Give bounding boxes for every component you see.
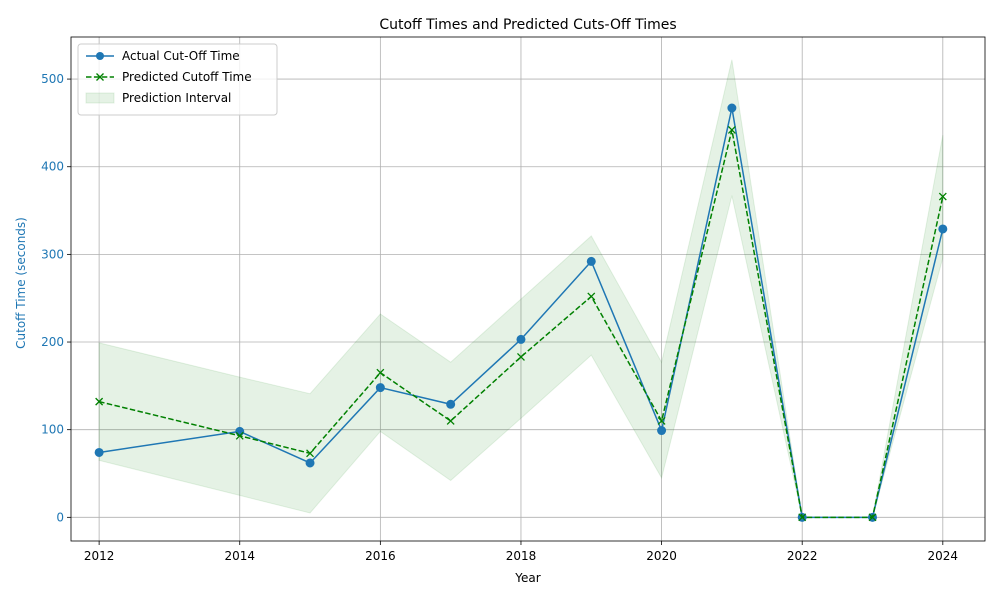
x-tick-label: 2018 [506, 549, 537, 563]
legend-box [77, 43, 278, 116]
actual-cutoff-point [657, 426, 667, 436]
prediction-interval-band [98, 59, 944, 518]
x-marker-stroke [517, 352, 525, 361]
x-tick-label: 2024 [928, 549, 959, 563]
series [94, 103, 948, 522]
predicted-cutoff-point [868, 513, 877, 522]
actual-cutoff-point [375, 383, 385, 393]
predicted-cutoff-point [446, 416, 455, 425]
y-tick-label: 300 [41, 247, 64, 261]
predicted-cutoff-point [657, 416, 666, 425]
predicted-cutoff-point [95, 397, 104, 406]
predicted-cutoff-point [517, 352, 525, 361]
y-axis-label: Cutoff Time (seconds) [14, 217, 28, 349]
x-tick-label: 2016 [365, 549, 396, 563]
legend-label: Prediction Interval [122, 91, 231, 105]
plot-frame [70, 36, 986, 542]
x-marker-stroke [95, 397, 104, 406]
ticks: 2012 2014 2016 2018 2020 2022 2024 0 100 200 300 40… [41, 72, 958, 563]
actual-cutoff-point [938, 224, 948, 234]
x-marker-stroke [235, 431, 244, 440]
x-marker-stroke [938, 192, 947, 201]
y-tick-label: 400 [41, 160, 64, 174]
actual-cutoff-line [99, 107, 944, 519]
grid [71, 37, 985, 541]
axes [70, 36, 986, 542]
predicted-cutoff-point [376, 368, 385, 377]
y-tick-label: 200 [41, 335, 64, 349]
actual-cutoff-point [516, 334, 526, 344]
legend-x-marker [96, 73, 104, 81]
actual-cutoff-point [586, 256, 596, 266]
actual-cutoff-point [446, 399, 456, 409]
legend-label: Actual Cut-Off Time [122, 49, 240, 63]
x-tick-label: 2020 [646, 549, 677, 563]
y-tick-label: 100 [41, 423, 64, 437]
predicted-cutoff-point [306, 449, 315, 458]
x-marker-stroke [306, 449, 315, 458]
x-axis-label: Year [514, 571, 540, 585]
x-marker-stroke [657, 416, 666, 425]
legend-label: Predicted Cutoff Time [122, 70, 252, 84]
x-marker-stroke [446, 416, 455, 425]
prediction-interval-area [98, 59, 944, 518]
x-tick-label: 2014 [224, 549, 255, 563]
predicted-cutoff-point [235, 431, 244, 440]
legend: Actual Cut-Off Time Predicted Cutoff Time… [77, 43, 278, 116]
actual-cutoff-point [305, 458, 315, 468]
x-marker-stroke [868, 513, 877, 522]
predicted-cutoff-point [727, 125, 736, 134]
chart-title: Cutoff Times and Predicted Cuts-Off Time… [379, 17, 676, 33]
x-marker-stroke [727, 125, 736, 134]
x-tick-label: 2022 [787, 549, 818, 563]
y-tick-label: 500 [41, 72, 64, 86]
x-tick-label: 2012 [84, 549, 115, 563]
actual-cutoff-point [94, 447, 104, 457]
predicted-cutoff-point [587, 292, 596, 301]
y-tick-label: 0 [56, 510, 64, 524]
legend-circle-marker [96, 52, 104, 60]
predicted-cutoff-point [938, 192, 947, 201]
predicted-cutoff-point [798, 513, 807, 522]
x-marker-stroke [376, 368, 385, 377]
x-marker-stroke [587, 292, 596, 301]
actual-cutoff-point [235, 426, 245, 436]
legend-interval-swatch [85, 92, 115, 104]
actual-cutoff-point [727, 103, 737, 113]
x-marker-stroke [798, 513, 807, 522]
